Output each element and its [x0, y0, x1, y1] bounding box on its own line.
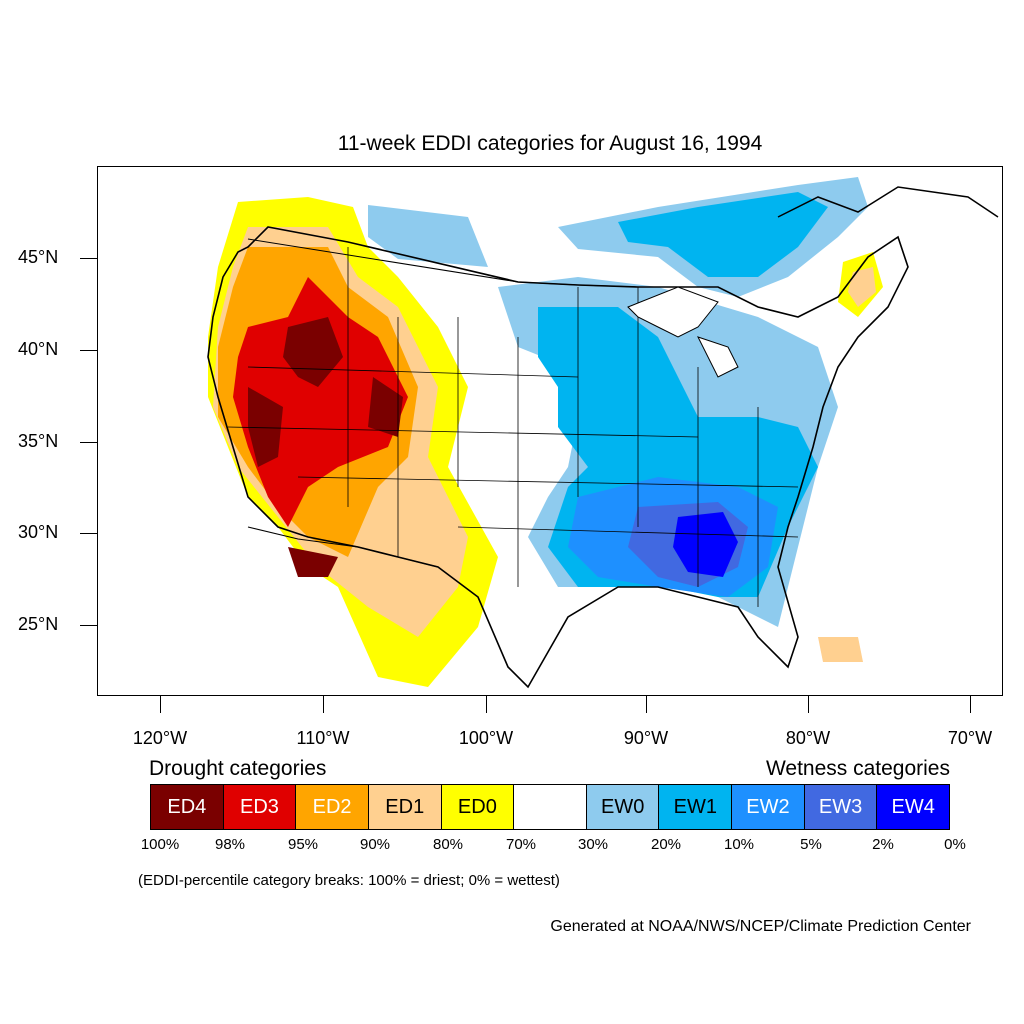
lon-label-80w: 80°W — [785, 728, 831, 748]
legend-cell-ew0: EW0 — [586, 785, 660, 829]
lon-label-70w: 70°W — [947, 728, 993, 748]
lon-label-100w: 100°W — [458, 728, 514, 748]
west-drought-ed4-arizona — [288, 547, 338, 577]
state-border-b — [227, 366, 799, 538]
category-breaks-note: (EDDI-percentile category breaks: 100% =… — [138, 872, 560, 889]
us-canada-border — [247, 238, 639, 288]
canada-wet-region-east-ew1 — [618, 192, 828, 277]
conus-outline — [207, 226, 909, 689]
percent-break-label: 95% — [287, 836, 319, 853]
legend-cell-ew4: EW4 — [877, 785, 950, 829]
maine-drought-ed1 — [848, 267, 876, 307]
percent-break-label: 100% — [140, 836, 180, 853]
state-border-a — [347, 247, 759, 607]
percent-break-label: 98% — [214, 836, 246, 853]
lat-label-40n: 40°N — [18, 339, 59, 359]
legend-cell-ed1: ED1 — [368, 785, 442, 829]
lat-label-25n: 25°N — [18, 614, 59, 634]
lon-label-90w: 90°W — [623, 728, 669, 748]
page-title: 11-week EDDI categories for August 16, 1… — [337, 132, 763, 155]
lon-tick-70w — [970, 696, 971, 713]
lon-tick-100w — [486, 696, 487, 713]
legend-cell-ew1: EW1 — [659, 785, 733, 829]
legend-cell-ed3: ED3 — [223, 785, 297, 829]
lon-tick-90w — [646, 696, 647, 713]
caribbean-drought-spot — [818, 637, 863, 662]
lat-label-35n: 35°N — [18, 431, 59, 451]
legend-color-bar: ED4 ED3 ED2 ED1 ED0 EW0 EW1 EW2 EW3 EW4 — [150, 784, 950, 830]
lat-label-45n: 45°N — [18, 247, 59, 267]
percent-break-label: 5% — [800, 836, 822, 853]
lat-tick-40n — [80, 350, 97, 351]
lat-label-30n: 30°N — [18, 522, 59, 542]
legend-cell-neutral — [514, 785, 587, 829]
us-mexico-border — [247, 526, 439, 568]
canada-coast — [777, 186, 999, 218]
percent-break-label: 10% — [723, 836, 755, 853]
drought-categories-heading: Drought categories — [149, 757, 327, 780]
legend-cell-ew3: EW3 — [804, 785, 878, 829]
eddi-map — [207, 177, 999, 689]
lon-tick-80w — [808, 696, 809, 713]
wetness-categories-heading: Wetness categories — [765, 757, 950, 780]
lat-tick-30n — [80, 533, 97, 534]
lat-tick-45n — [80, 258, 97, 259]
percent-break-label: 20% — [650, 836, 682, 853]
lon-label-110w: 110°W — [296, 728, 350, 748]
map-panel — [97, 166, 1003, 696]
percent-break-label: 90% — [359, 836, 391, 853]
legend-cell-ed2: ED2 — [296, 785, 369, 829]
lon-label-120w: 120°W — [132, 728, 188, 748]
percent-break-label: 80% — [432, 836, 464, 853]
percent-break-label: 30% — [577, 836, 609, 853]
lon-tick-110w — [323, 696, 324, 713]
canada-wet-region-ew0 — [368, 205, 488, 267]
lat-tick-35n — [80, 442, 97, 443]
legend-cell-ed4: ED4 — [151, 785, 224, 829]
credit-line: Generated at NOAA/NWS/NCEP/Climate Predi… — [550, 918, 971, 935]
legend-cell-ew2: EW2 — [732, 785, 805, 829]
southeast-wet-ew4 — [673, 512, 738, 577]
percent-break-label: 70% — [505, 836, 537, 853]
legend-cell-ed0: ED0 — [441, 785, 515, 829]
percent-break-label: 2% — [872, 836, 894, 853]
lon-tick-120w — [160, 696, 161, 713]
lat-tick-25n — [80, 625, 97, 626]
west-drought-ed3 — [233, 277, 408, 527]
west-drought-ed4-california — [248, 387, 283, 467]
percent-break-label: 0% — [944, 836, 966, 853]
great-lakes — [627, 286, 739, 378]
west-drought-ed4-colorado — [368, 377, 403, 437]
